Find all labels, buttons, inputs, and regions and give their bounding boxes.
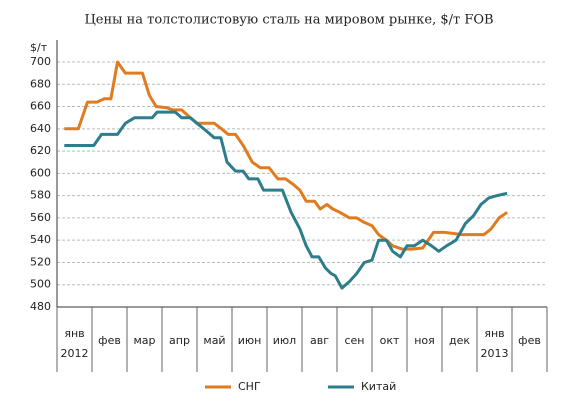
x-tick-label: дек bbox=[449, 334, 470, 347]
y-tick-label: 520 bbox=[30, 255, 51, 268]
x-tick-label: фев bbox=[98, 334, 121, 347]
x-tick-label: июн bbox=[238, 334, 262, 347]
y-tick-label: 540 bbox=[30, 233, 51, 246]
y-tick-label: 600 bbox=[30, 166, 51, 179]
x-tick-label: мар bbox=[133, 334, 155, 347]
x-tick-label: янв bbox=[484, 327, 504, 340]
year-label: 2012 bbox=[61, 347, 89, 360]
legend-label: Китай bbox=[361, 380, 396, 393]
y-tick-label: 560 bbox=[30, 211, 51, 224]
legend-label: СНГ bbox=[238, 380, 261, 393]
x-tick-label: сен bbox=[344, 334, 364, 347]
y-tick-label: 580 bbox=[30, 189, 51, 202]
chart-title: Цены на толстолистовую сталь на мировом … bbox=[84, 13, 493, 28]
y-tick-label: 500 bbox=[30, 278, 51, 291]
x-tick-label: ноя bbox=[414, 334, 435, 347]
y-tick-label: 620 bbox=[30, 144, 51, 157]
y-tick-label: 640 bbox=[30, 122, 51, 135]
y-tick-label: 660 bbox=[30, 100, 51, 113]
x-tick-label: янв bbox=[64, 327, 84, 340]
y-axis-label: $/т bbox=[30, 41, 48, 54]
series-line bbox=[64, 110, 508, 290]
y-tick-label: 480 bbox=[30, 300, 51, 313]
x-tick-label: окт bbox=[380, 334, 400, 347]
y-tick-label: 700 bbox=[30, 55, 51, 68]
year-label: 2013 bbox=[481, 347, 509, 360]
x-tick-label: май bbox=[203, 334, 225, 347]
x-tick-label: июл bbox=[273, 334, 296, 347]
x-tick-label: авг bbox=[310, 334, 329, 347]
series-line bbox=[64, 60, 508, 251]
y-tick-label: 680 bbox=[30, 77, 51, 90]
x-tick-label: фев bbox=[518, 334, 541, 347]
x-tick-label: апр bbox=[169, 334, 190, 347]
